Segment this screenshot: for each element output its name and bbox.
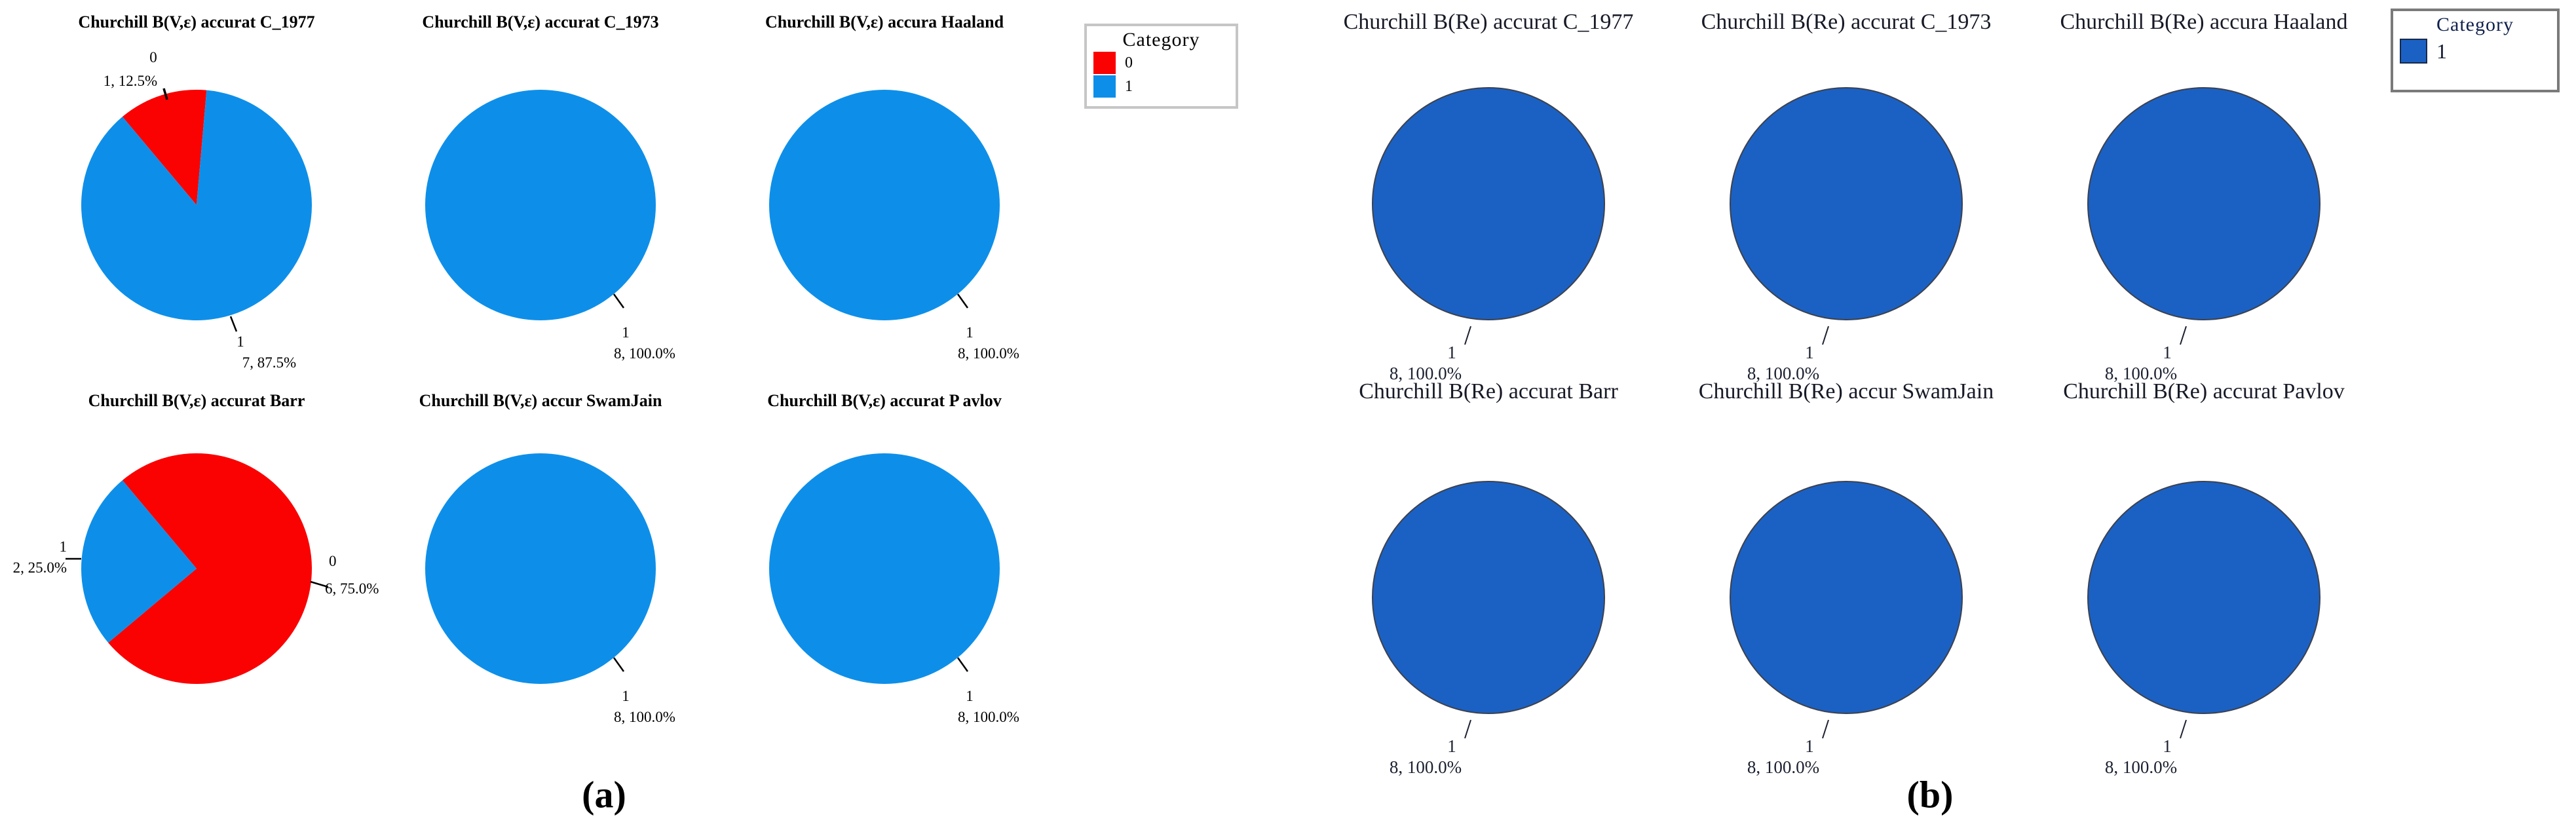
pie-title: Churchill B(Re) accurat C_1973 — [1701, 10, 1992, 34]
pie-chart: 1 8, 100.0% — [769, 90, 1019, 362]
pie-chart: 0 1, 12.5% 1 7, 87.5% — [81, 49, 313, 371]
slice-label-tick — [1822, 719, 1829, 739]
legend-title: Category — [2436, 14, 2514, 35]
legend-item: 0 — [1093, 51, 1236, 75]
pie-chart: 1 8, 100.0% — [425, 453, 675, 725]
slice-label: 8, 100.0% — [1747, 364, 1819, 383]
pie-slice-category-1 — [1730, 87, 1963, 320]
slice-label-tick — [1464, 326, 1471, 345]
slice-label: 8, 100.0% — [1390, 757, 1462, 777]
legend-item: 1 — [2400, 36, 2557, 66]
slice-label-tick — [613, 657, 625, 672]
legend-item-label: 1 — [2436, 39, 2447, 63]
caption-panel-b: (b) — [1906, 773, 1954, 816]
slice-label: 8, 100.0% — [614, 345, 675, 362]
pie-slice-category-1 — [769, 453, 1000, 684]
pie-slice-category-0 — [122, 90, 207, 205]
legend-item-label: 0 — [1125, 54, 1133, 71]
pie-chart: 1 8, 100.0% — [2087, 87, 2320, 383]
slice-label: 1 — [60, 538, 67, 555]
slice-label-tick — [310, 580, 329, 588]
slice-label: 1 — [622, 688, 630, 704]
pie-slice-category-1 — [1372, 87, 1605, 320]
slice-label-tick — [1822, 326, 1829, 345]
pie-chart: 18, 100.0% — [2087, 481, 2320, 777]
pie-chart: 1 8, 100.0% — [1372, 87, 1605, 383]
pie-slice-category-1 — [425, 453, 656, 684]
pie-title: Churchill B(Re) accura Haaland — [2060, 10, 2348, 34]
legend-swatch-category-1 — [1093, 75, 1116, 98]
legend-title: Category — [1122, 29, 1200, 50]
slice-label: 8, 100.0% — [2105, 364, 2177, 383]
pie-chart: 1 8, 100.0% — [769, 453, 1019, 725]
slice-label-tick — [957, 657, 969, 672]
slice-label-tick — [162, 88, 168, 100]
slice-label: 1 — [237, 333, 244, 350]
pie-title: Churchill B(V,ε) accurat Barr — [88, 391, 305, 410]
pie-slice-category-1 — [1730, 481, 1963, 714]
slice-label-tick — [1464, 719, 1471, 739]
slice-label: 8, 100.0% — [2105, 757, 2177, 777]
slice-label: 6, 75.0% — [325, 580, 379, 597]
pie-title: Churchill B(Re) accur SwamJain — [1698, 379, 1994, 404]
pie-slice-category-1 — [1372, 481, 1605, 714]
pie-title: Churchill B(V,ε) accurat P avlov — [767, 391, 1002, 410]
slice-label: 1 — [1805, 736, 1814, 756]
slice-label: 0 — [329, 553, 337, 569]
slice-label-tick — [957, 293, 969, 309]
legend-swatch-category-0 — [1093, 52, 1116, 74]
legend-panel-a: Category 0 1 — [1084, 24, 1238, 109]
slice-label: 0 — [149, 49, 157, 66]
slice-label: 1 — [966, 324, 974, 341]
caption-panel-a: (a) — [582, 773, 626, 816]
legend-swatch-category-1 — [2400, 39, 2427, 64]
slice-label: 1 — [1447, 736, 1456, 756]
pie-slice-category-1 — [2087, 87, 2320, 320]
slice-label: 8, 100.0% — [1747, 757, 1819, 777]
legend-item-label: 1 — [1125, 77, 1133, 95]
slice-label-tick — [613, 293, 625, 309]
slice-label: 8, 100.0% — [1390, 364, 1462, 383]
slice-label: 2, 25.0% — [13, 559, 67, 576]
pie-title: Churchill B(Re) accurat C_1977 — [1343, 10, 1634, 34]
pie-slice-category-1 — [2087, 481, 2320, 714]
pie-title: Churchill B(Re) accurat Pavlov — [2063, 379, 2345, 404]
legend-item: 1 — [1093, 75, 1236, 98]
pie-title: Churchill B(V,ε) accura Haaland — [765, 12, 1004, 31]
slice-label: 1 — [2163, 343, 2172, 362]
pie-title: Churchill B(V,ε) accurat C_1973 — [422, 12, 659, 31]
slice-label-tick — [2180, 719, 2187, 739]
slice-label: 8, 100.0% — [614, 709, 675, 725]
slice-label: 1 — [1805, 343, 1814, 362]
slice-label: 7, 87.5% — [242, 354, 296, 371]
slice-label: 1, 12.5% — [104, 73, 157, 89]
pie-title: Churchill B(Re) accurat Barr — [1359, 379, 1618, 404]
pie-chart: 1 8, 100.0% — [1730, 87, 1963, 383]
slice-label: 1 — [966, 688, 974, 704]
legend-panel-b: Category 1 — [2391, 9, 2560, 92]
slice-label: 8, 100.0% — [958, 345, 1019, 362]
pie-title: Churchill B(V,ε) accurat C_1977 — [78, 12, 315, 31]
pie-slice-category-1 — [425, 90, 656, 320]
pie-slice-category-1 — [81, 90, 313, 321]
pie-chart: 0 6, 75.0% 1 2, 25.0% — [13, 453, 379, 685]
pie-chart: 18, 100.0% — [1730, 481, 1963, 777]
slice-label-tick — [2180, 326, 2187, 345]
pie-slice-category-0 — [108, 453, 313, 685]
slice-label-tick — [229, 316, 238, 332]
slice-label: 8, 100.0% — [958, 709, 1019, 725]
pie-slice-category-1 — [769, 90, 1000, 320]
pie-slice-category-1 — [81, 480, 197, 643]
pie-chart: 18, 100.0% — [1372, 481, 1605, 777]
pie-chart: 1 8, 100.0% — [425, 90, 675, 362]
slice-label: 1 — [1447, 343, 1456, 362]
slice-label: 1 — [622, 324, 630, 341]
slice-label: 1 — [2163, 736, 2172, 756]
pie-title: Churchill B(V,ε) accur SwamJain — [419, 391, 662, 410]
